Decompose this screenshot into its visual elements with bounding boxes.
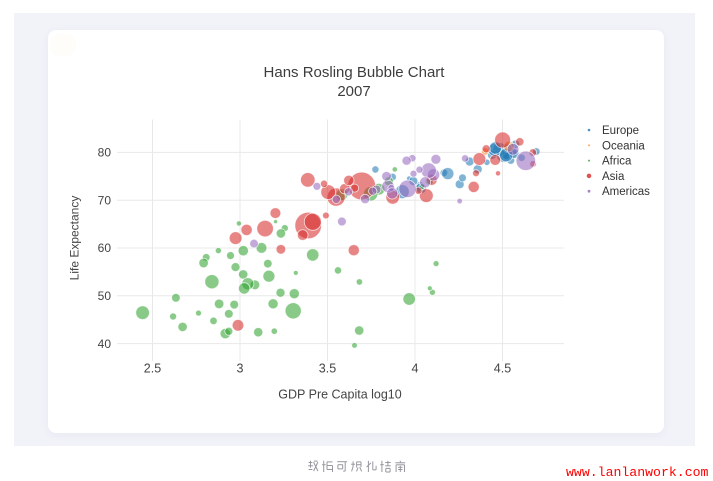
svg-text:Americas: Americas — [602, 186, 650, 198]
svg-text:Oceania: Oceania — [602, 140, 645, 152]
svg-text:GDP Pre Capita log10: GDP Pre Capita log10 — [278, 388, 401, 402]
svg-text:60: 60 — [98, 241, 112, 255]
svg-text:80: 80 — [98, 146, 112, 160]
svg-text:Life Expectancy: Life Expectancy — [68, 196, 82, 281]
svg-text:4.5: 4.5 — [494, 362, 511, 376]
svg-text:50: 50 — [98, 289, 112, 303]
svg-text:3: 3 — [237, 362, 244, 376]
svg-text:2.5: 2.5 — [144, 362, 161, 376]
svg-text:Hans Rosling Bubble Chart: Hans Rosling Bubble Chart — [264, 64, 446, 81]
svg-text:Asia: Asia — [602, 171, 625, 183]
svg-text:70: 70 — [98, 193, 112, 207]
svg-text:4: 4 — [412, 362, 419, 376]
svg-text:Europe: Europe — [602, 125, 639, 137]
svg-text:40: 40 — [98, 337, 112, 351]
svg-text:2007: 2007 — [337, 83, 370, 100]
svg-text:3.5: 3.5 — [319, 362, 336, 376]
svg-text:Africa: Africa — [602, 156, 632, 168]
